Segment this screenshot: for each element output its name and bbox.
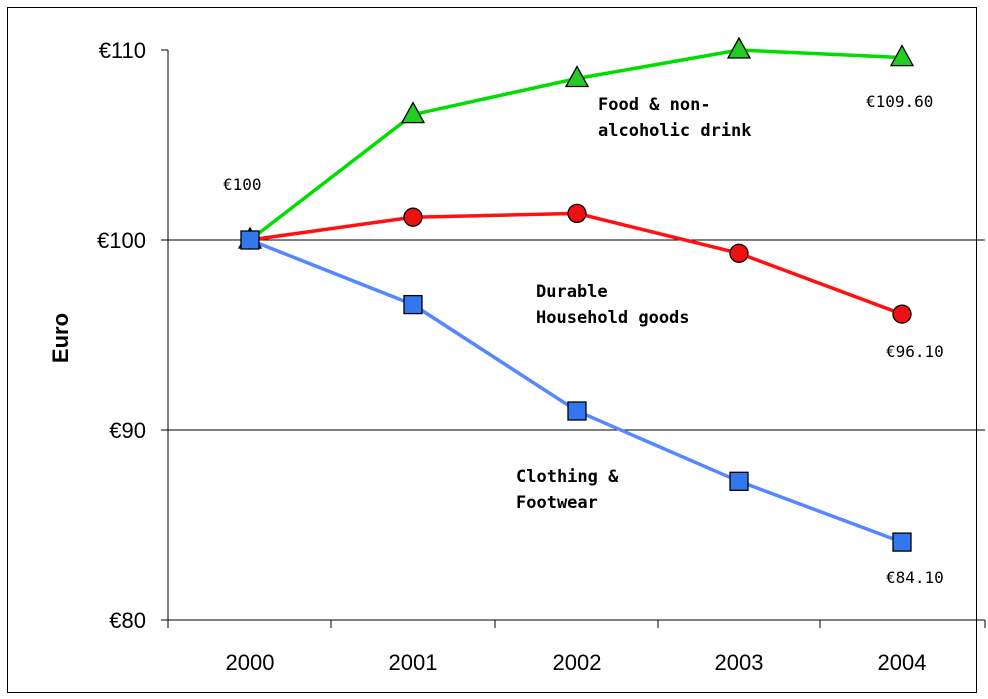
square-marker — [240, 230, 260, 250]
y-tick-label: €80 — [109, 608, 146, 633]
y-tick-label: €110 — [99, 38, 146, 63]
circle-marker — [403, 207, 423, 227]
square-marker — [403, 294, 423, 315]
square-marker — [892, 532, 912, 552]
y-tick-label: €100 — [97, 228, 146, 253]
axes — [161, 49, 986, 628]
triangle-marker — [400, 101, 426, 124]
circle-marker — [567, 203, 587, 224]
series-name-label: Clothing & Footwear — [516, 467, 619, 513]
gridlines — [168, 239, 985, 431]
x-tick-label: 2003 — [715, 650, 764, 675]
x-tick-label: 2000 — [226, 650, 275, 675]
x-tick-label: 2002 — [553, 650, 602, 675]
x-tick-label: 2001 — [389, 650, 438, 675]
circle-marker — [729, 243, 749, 263]
x-tick-labels: 2000 2001 2002 2003 2004 — [226, 650, 927, 675]
series-name-label: Food & non-alcoholic drink — [598, 95, 752, 141]
triangle-marker — [889, 44, 915, 67]
x-tick-label: 2004 — [878, 650, 927, 675]
square-marker — [729, 471, 749, 491]
series-name-label: Durable Household goods — [536, 282, 690, 328]
triangle-marker — [726, 36, 752, 59]
end-labels: €109.60 €96.10 €84.10 — [866, 92, 944, 587]
y-tick-label: €90 — [109, 418, 146, 443]
y-axis-title: Euro — [48, 313, 73, 363]
end-value-label: €96.10 — [886, 342, 944, 361]
triangle-marker — [564, 65, 590, 88]
series-markers — [237, 36, 915, 552]
end-value-label: €109.60 — [866, 92, 933, 111]
start-value-label: €100 — [223, 175, 262, 194]
chart-frame — [7, 7, 977, 693]
series-labels: Food & non-alcoholic drink Durable Househo… — [516, 95, 752, 513]
circle-marker — [892, 304, 912, 324]
end-value-label: €84.10 — [886, 568, 944, 587]
y-tick-labels: €80 €90 €100 €110 — [97, 38, 146, 633]
square-marker — [567, 401, 587, 421]
